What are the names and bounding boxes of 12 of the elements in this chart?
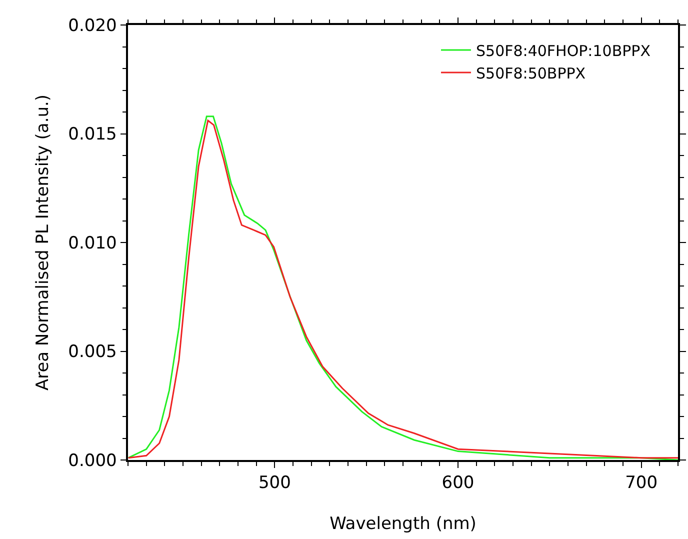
y-tick-label: 0.015 (68, 124, 117, 145)
x-tick-label: 600 (442, 473, 474, 494)
y-tick-label: 0.010 (68, 233, 117, 254)
x-tick-label: 700 (625, 473, 658, 494)
x-axis-title: Wavelength (nm) (330, 514, 476, 534)
y-axis-title: Area Normalised PL Intensity (a.u.) (33, 94, 54, 391)
x-tick-label: 500 (258, 473, 291, 494)
y-tick-label: 0.005 (68, 342, 117, 362)
legend-label: S50F8:50BPPX (476, 64, 586, 82)
y-tick-label: 0.000 (68, 450, 117, 471)
y-tick-label: 0.020 (68, 16, 117, 36)
legend-label: S50F8:40FHOP:10BPPX (476, 42, 650, 60)
